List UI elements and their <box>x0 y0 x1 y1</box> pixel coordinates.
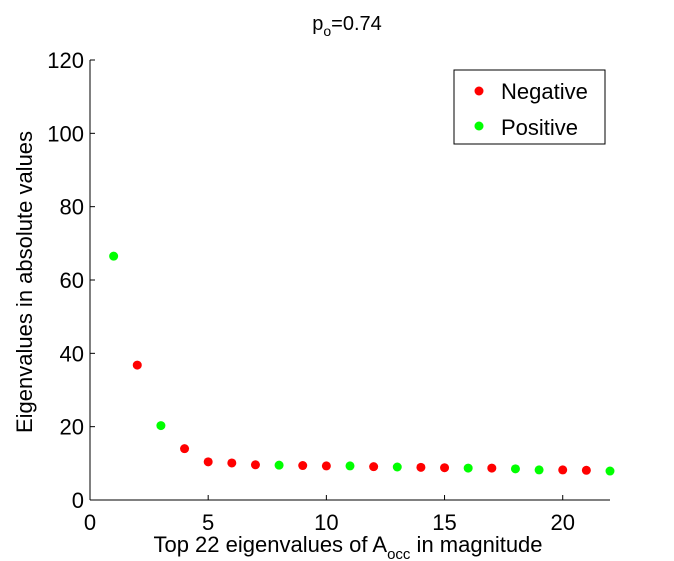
data-point-negative <box>321 461 331 471</box>
x-tick-label: 0 <box>84 510 96 535</box>
data-point-negative <box>487 463 497 473</box>
x-axis-label-after: in magnitude <box>410 532 542 557</box>
legend-marker-positive <box>474 121 484 131</box>
data-point-negative <box>180 444 190 454</box>
data-point-negative <box>558 465 568 475</box>
chart-title-base: p <box>312 13 323 35</box>
data-point-positive <box>463 463 473 473</box>
data-point-negative <box>581 465 591 475</box>
chart-title-rest: =0.74 <box>331 13 382 35</box>
chart-title: po=0.74 <box>312 13 382 39</box>
data-point-negative <box>440 463 450 473</box>
data-point-negative <box>416 462 426 472</box>
y-tick-label: 100 <box>47 121 84 146</box>
x-tick-label: 15 <box>432 510 456 535</box>
legend-label-negative: Negative <box>501 79 588 104</box>
y-tick-label: 40 <box>60 341 84 366</box>
legend-box <box>453 69 606 145</box>
data-point-negative <box>227 458 237 468</box>
x-axis-label-before: Top 22 eigenvalues of A <box>153 532 387 557</box>
legend-label-positive: Positive <box>501 115 578 140</box>
data-point-positive <box>605 466 615 476</box>
y-tick-label: 80 <box>60 195 84 220</box>
axis-ticks: 0 20 40 60 80 100 120 0 5 10 15 20 <box>47 48 575 535</box>
x-tick-label: 5 <box>202 510 214 535</box>
data-point-positive <box>510 464 520 474</box>
data-point-positive <box>156 421 166 431</box>
x-axis-label: Top 22 eigenvalues of Aocc in magnitude <box>153 532 542 561</box>
data-point-positive <box>274 460 284 470</box>
data-point-negative <box>298 461 308 471</box>
data-point-negative <box>132 360 142 370</box>
data-point-negative <box>203 457 213 467</box>
legend-marker-negative <box>474 86 484 96</box>
y-axis-label: Eigenvalues in absolute values <box>12 131 37 433</box>
data-point-negative <box>369 462 379 472</box>
data-point-negative <box>250 460 260 470</box>
y-tick-label: 120 <box>47 48 84 73</box>
data-point-positive <box>534 465 544 475</box>
y-tick-label: 20 <box>60 415 84 440</box>
y-tick-label: 60 <box>60 268 84 293</box>
x-tick-label: 20 <box>550 510 574 535</box>
x-tick-label: 10 <box>314 510 338 535</box>
x-axis-label-subscript: occ <box>387 546 411 561</box>
chart-title-subscript: o <box>323 23 331 39</box>
legend: Negative Positive <box>453 69 606 145</box>
data-point-positive <box>109 251 119 261</box>
data-point-positive <box>392 462 402 472</box>
data-point-positive <box>345 461 355 471</box>
y-tick-label: 0 <box>72 488 84 513</box>
data-points <box>109 251 615 476</box>
